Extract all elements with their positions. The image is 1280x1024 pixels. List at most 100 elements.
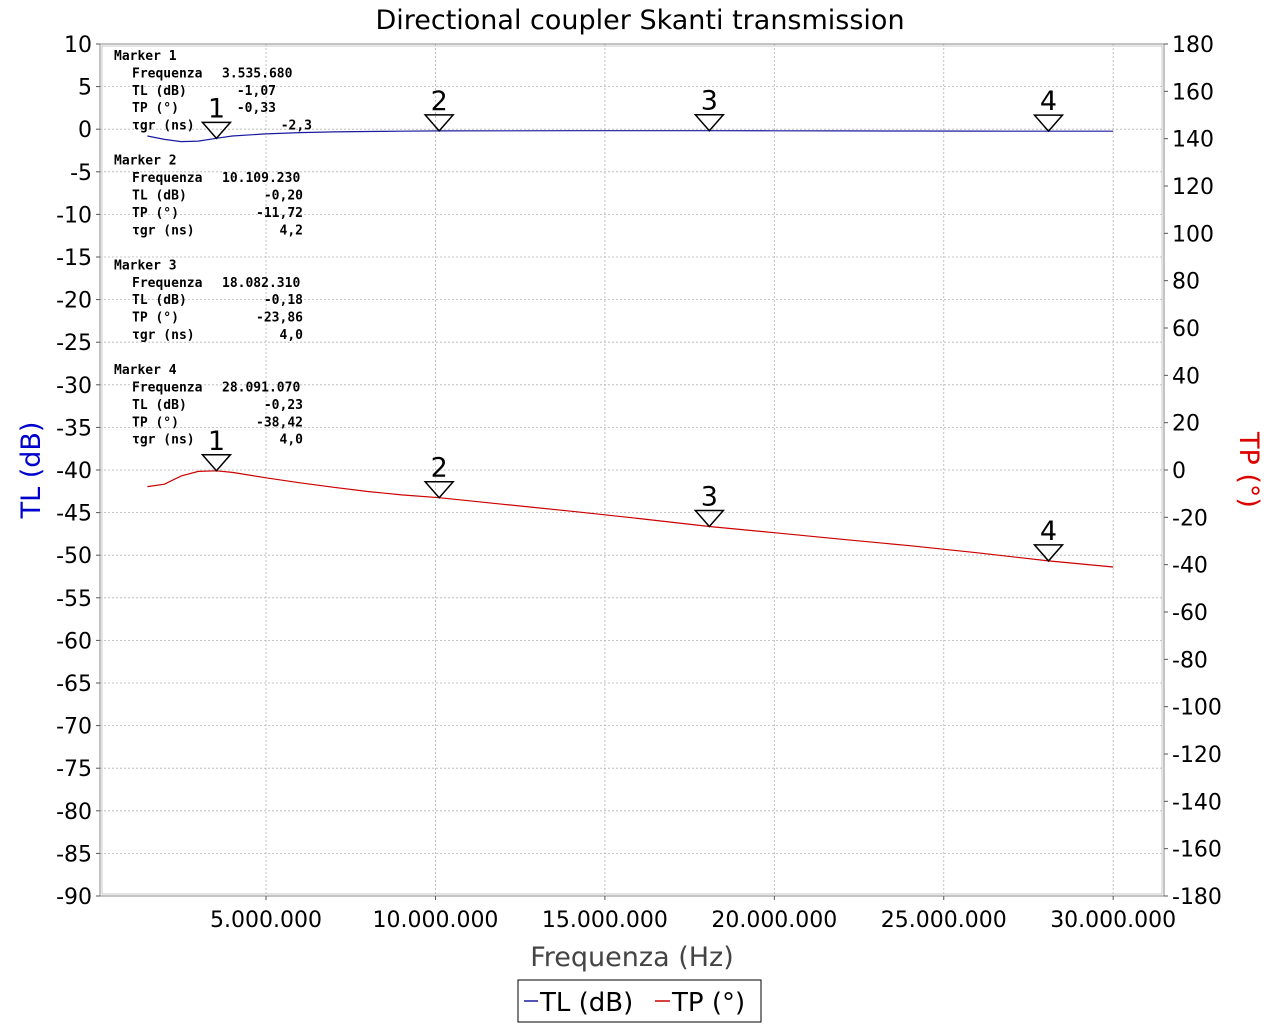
- marker-info-title: Marker 1: [114, 49, 177, 64]
- marker-info-label: TL (dB): [132, 293, 187, 308]
- y-left-tick-label: -20: [56, 289, 92, 314]
- marker-info-label: Frequenza: [132, 276, 203, 291]
- marker-info-label: τgr (ns): [132, 223, 195, 238]
- y-right-tick-label: -100: [1172, 696, 1222, 721]
- marker-info-panel: Marker 1 Frequenza 3.535.680 TL (dB) -1,07 TP…: [114, 49, 312, 448]
- y-left-tick-label: -30: [56, 374, 92, 399]
- marker-info-value: 28.091.070: [222, 381, 300, 396]
- marker-number-tp: 1: [208, 426, 225, 457]
- y-right-tick-label: 0: [1172, 459, 1186, 484]
- y-right-tick-label: 160: [1172, 80, 1214, 105]
- x-axis: 5.000.000 10.000.000 15.000.000 20.000.000 2…: [210, 896, 1176, 933]
- y-left-tick-label: -70: [56, 715, 92, 740]
- marker-info-value: -0,33: [237, 101, 276, 116]
- x-tick-label: 15.000.000: [542, 908, 668, 933]
- marker-info-value: 10.109.230: [222, 171, 300, 186]
- marker-info-label: τgr (ns): [132, 119, 195, 134]
- y-right-tick-label: 100: [1172, 222, 1214, 247]
- y-left-tick-label: -85: [56, 842, 92, 867]
- marker-info-label: τgr (ns): [132, 328, 195, 343]
- marker-triangle-tp: [1032, 544, 1065, 563]
- marker-number-tp: 2: [431, 453, 448, 484]
- y-left-axis-title: TL (dB): [16, 422, 47, 520]
- marker-info-value: 4,0: [280, 433, 304, 448]
- y-right-tick-label: 180: [1172, 33, 1214, 58]
- x-tick-label: 25.000.000: [881, 908, 1007, 933]
- marker-triangle-tl: [1032, 114, 1065, 133]
- legend: TL (dB) TP (°): [517, 979, 762, 1023]
- marker-info-value: 4,2: [280, 223, 303, 238]
- y-right-axis: 180 160 140 120 100 80 60 40 20 0 -20 -40 -60 -80 -100…: [1164, 33, 1222, 910]
- y-left-tick-label: 5: [78, 76, 92, 101]
- y-left-tick-label: -40: [56, 459, 92, 484]
- y-left-tick-label: -10: [56, 203, 92, 228]
- marker-number-tl: 2: [431, 86, 448, 117]
- marker-info-value: -2,3: [281, 119, 312, 134]
- marker-info-label: Frequenza: [132, 171, 203, 186]
- x-tick-label: 5.000.000: [210, 908, 322, 933]
- marker-info-label: TL (dB): [132, 189, 187, 204]
- marker-info-label: TP (°): [132, 101, 179, 116]
- y-right-tick-label: 20: [1172, 412, 1200, 437]
- markers-group: 1 1 2 2 3 3 4 4: [200, 86, 1065, 563]
- marker-info-label: TL (dB): [132, 84, 187, 99]
- marker-triangle-tl: [693, 113, 725, 132]
- y-left-tick-label: -65: [56, 672, 92, 697]
- y-right-tick-label: -20: [1172, 506, 1208, 531]
- marker-info-value: -0,23: [264, 398, 303, 413]
- y-left-tick-label: -25: [56, 331, 92, 356]
- marker-number-tl: 4: [1040, 86, 1057, 117]
- x-tick-label: 20.000.000: [711, 908, 837, 933]
- y-right-tick-label: 60: [1172, 317, 1200, 342]
- marker-info-title: Marker 2: [114, 154, 177, 169]
- marker-triangle-tp: [200, 454, 233, 472]
- marker-info-value: -38,42: [256, 415, 303, 430]
- marker-info-label: TL (dB): [132, 398, 187, 413]
- x-tick-label: 10.000.000: [372, 908, 498, 933]
- y-left-tick-label: -45: [56, 502, 92, 527]
- marker-triangle-tp: [693, 509, 725, 528]
- y-right-axis-title: TP (°): [1233, 431, 1264, 508]
- marker-info-value: -0,20: [264, 189, 303, 204]
- marker-info-label: Frequenza: [132, 381, 203, 396]
- chart-title: Directional coupler Skanti transmission: [375, 5, 904, 36]
- y-right-tick-label: -120: [1172, 743, 1222, 768]
- marker-info-value: -1,07: [237, 84, 276, 99]
- y-right-tick-label: -180: [1172, 885, 1222, 910]
- y-left-tick-label: -90: [56, 885, 92, 910]
- marker-number-tl: 3: [701, 86, 718, 117]
- marker-info-value: 18.082.310: [222, 276, 300, 291]
- marker-number-tp: 4: [1040, 516, 1057, 547]
- x-tick-label: 30.000.000: [1050, 908, 1176, 933]
- y-right-tick-label: -80: [1172, 648, 1208, 673]
- marker-info-label: τgr (ns): [132, 433, 195, 448]
- marker-info-label: Frequenza: [132, 66, 203, 81]
- y-right-tick-label: -140: [1172, 790, 1222, 815]
- marker-info-label: TP (°): [132, 311, 179, 326]
- y-right-tick-label: -160: [1172, 838, 1222, 863]
- marker-info-label: TP (°): [132, 415, 179, 430]
- marker-info-value: 3.535.680: [222, 66, 293, 81]
- marker-info-value: -23,86: [256, 311, 303, 326]
- marker-info-value: 4,0: [280, 328, 304, 343]
- y-left-tick-label: -75: [56, 757, 92, 782]
- y-right-tick-label: 140: [1172, 128, 1214, 153]
- y-left-tick-label: -15: [56, 246, 92, 271]
- marker-info-label: TP (°): [132, 206, 179, 221]
- marker-number-tl: 1: [208, 93, 225, 124]
- plot-area-inner-border: [101, 45, 1163, 895]
- legend-box: [517, 979, 762, 1023]
- marker-info-title: Marker 3: [114, 258, 177, 273]
- y-right-tick-label: -40: [1172, 554, 1208, 579]
- y-left-tick-label: -60: [56, 629, 92, 654]
- y-left-tick-label: 0: [78, 118, 92, 143]
- marker-triangle-tl: [200, 121, 233, 140]
- series-line-tp: [147, 470, 1114, 568]
- y-left-tick-label: -5: [70, 161, 92, 186]
- legend-label-tp: TP (°): [671, 988, 745, 1018]
- marker-triangle-tp: [423, 480, 455, 499]
- y-left-axis: 10 5 0 -5 -10 -15 -20 -25 -30 -35 -40 -45 -50 -55 -60 -…: [56, 33, 100, 910]
- y-right-tick-label: -60: [1172, 601, 1208, 626]
- y-left-tick-label: -50: [56, 544, 92, 569]
